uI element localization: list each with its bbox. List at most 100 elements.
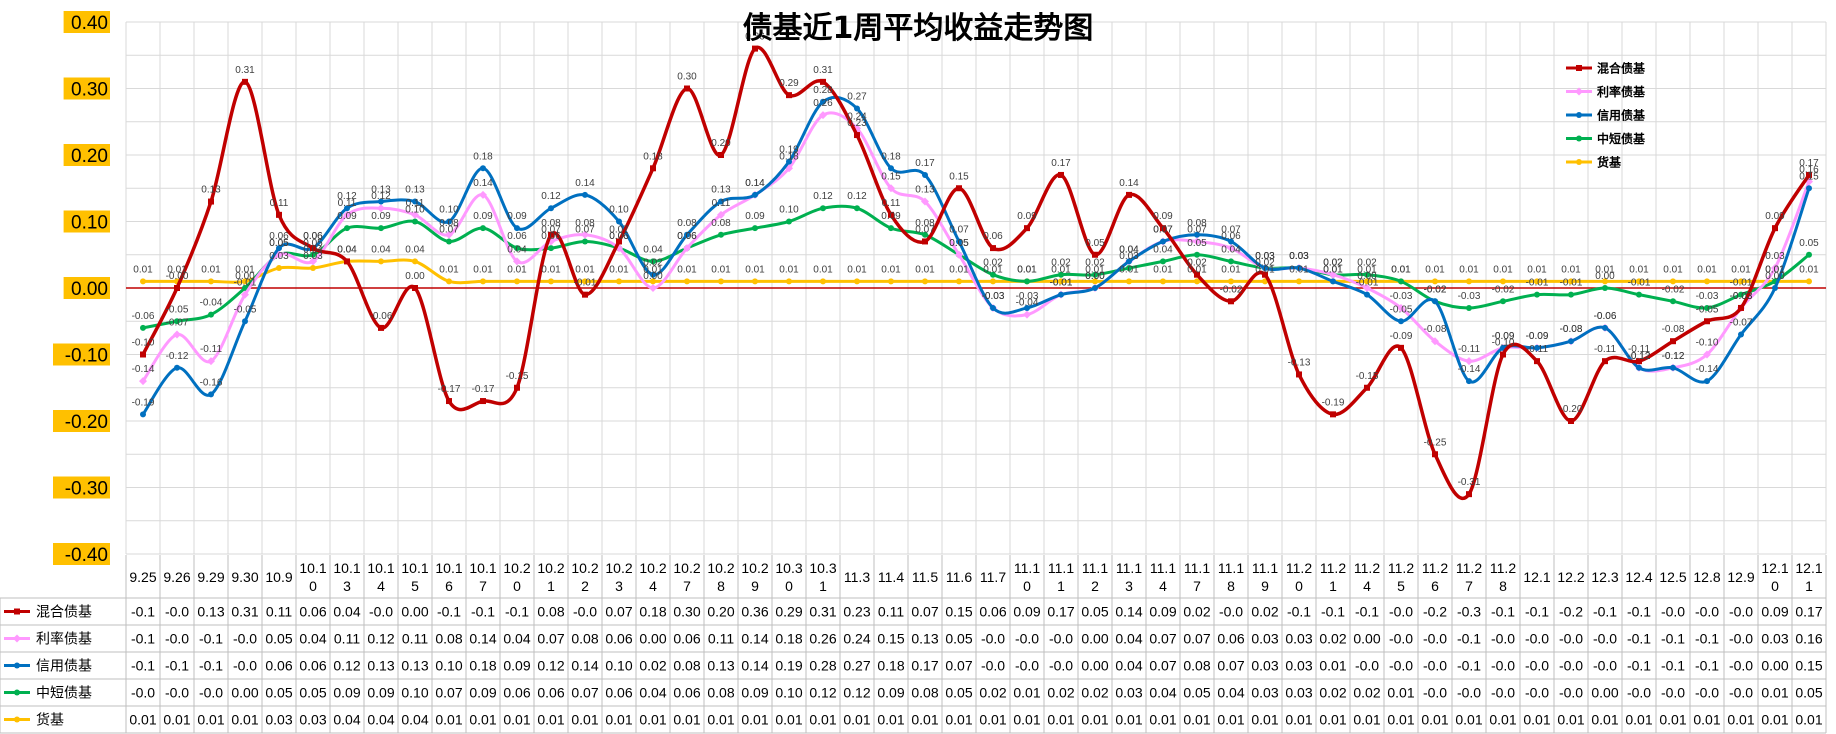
table-row: 货基 0.01 0.01 0.01 0.01 0.03 0.03 0.04 0.04 0.04 0.… (4, 712, 1823, 729)
data-point (1568, 338, 1574, 345)
data-label: -0.07 (1730, 318, 1753, 329)
x-tick-label-line1: 11.1 (1082, 560, 1108, 576)
data-point (514, 225, 520, 232)
data-label: -0.09 (1526, 331, 1549, 342)
data-point (956, 278, 962, 285)
data-label: -0.03 (1458, 291, 1481, 302)
data-label: -0.09 (1492, 331, 1515, 342)
data-point (888, 225, 894, 232)
x-tick: 11.21 (1320, 560, 1346, 594)
data-label: 0.03 (1255, 251, 1275, 262)
data-label: 0.05 (269, 238, 289, 249)
data-point (344, 225, 350, 232)
data-label: 0.14 (575, 178, 595, 189)
data-label: 0.01 (1595, 264, 1615, 275)
table-cell: 0.01 (1319, 658, 1346, 674)
data-point (140, 351, 146, 358)
data-label: 0.01 (1051, 264, 1071, 275)
data-label: -0.06 (1594, 311, 1617, 322)
y-tick-highlight (63, 210, 110, 233)
table-cell: 0.13 (367, 658, 394, 674)
table-cell: 0.02 (1251, 604, 1278, 620)
data-label: 0.03 (1289, 251, 1309, 262)
data-point (1465, 357, 1473, 366)
data-label: -0.09 (1526, 331, 1549, 342)
data-point (1568, 418, 1574, 424)
data-label: 0.03 (1765, 251, 1785, 262)
table-cell: 0.18 (877, 658, 904, 674)
table-cell: 0.06 (1217, 631, 1244, 647)
table-cell: 0.01 (945, 712, 972, 728)
data-label: 0.05 (303, 238, 323, 249)
x-tick: 10.27 (673, 560, 700, 594)
data-label: 0.31 (813, 65, 833, 76)
data-label: 0.17 (915, 158, 935, 169)
table-cell: -0.1 (1627, 631, 1651, 647)
data-point (955, 250, 963, 259)
data-label: -0.19 (1322, 397, 1345, 408)
data-point (854, 132, 860, 139)
table-cell: 0.01 (707, 712, 734, 728)
data-label: 0.02 (983, 258, 1003, 269)
data-label: 0.07 (1153, 224, 1173, 235)
data-label: 0.07 (575, 224, 595, 235)
table-cell: -0.1 (1593, 604, 1617, 620)
table-cell: 0.10 (775, 685, 802, 701)
table-cell: 0.00 (401, 604, 428, 620)
data-label: 0.03 (1289, 251, 1309, 262)
table-cell: 0.09 (367, 685, 394, 701)
data-point (1126, 258, 1132, 265)
table-cell: 0.00 (1761, 658, 1788, 674)
y-tick: 0.30 (63, 77, 110, 101)
data-label: 0.30 (677, 72, 697, 83)
data-point (1432, 451, 1438, 458)
table-cell: 0.01 (1353, 712, 1380, 728)
data-point (548, 278, 554, 285)
table-cell: 0.06 (673, 685, 700, 701)
data-label: 0.01 (1187, 264, 1207, 275)
x-tick-label-line1: 11.2 (1456, 560, 1482, 576)
data-point (1330, 278, 1336, 285)
data-point (1568, 291, 1574, 298)
table-cell: 0.02 (1047, 685, 1074, 701)
data-label: -0.13 (1288, 357, 1311, 368)
data-point (1670, 278, 1676, 285)
data-label: 0.15 (1799, 171, 1819, 182)
data-label: 0.07 (541, 224, 561, 235)
data-point (1024, 304, 1030, 311)
data-point (990, 271, 996, 278)
table-cell: -0.1 (131, 658, 155, 674)
data-point (1364, 384, 1370, 391)
series-2-labels: -0.14-0.07-0.11-0.010.050.040.110.120.11… (132, 98, 1820, 375)
data-label: 0.05 (269, 238, 289, 249)
table-cell: -0.1 (1661, 631, 1685, 647)
x-tick: 10.29 (741, 560, 768, 594)
data-label: 0.00 (1085, 271, 1105, 282)
x-tick: 11.20 (1286, 560, 1312, 594)
data-point (752, 45, 758, 52)
x-tick: 12.11 (1795, 560, 1822, 594)
data-label: 0.01 (507, 264, 527, 275)
x-tick-label: 12.4 (1625, 569, 1652, 585)
table-cell: -0.0 (981, 658, 1005, 674)
table-cell: -0.0 (233, 658, 257, 674)
x-tick-label-line2: 7 (1465, 578, 1473, 594)
data-label: -0.07 (166, 318, 189, 329)
data-point (1432, 278, 1438, 285)
data-label: 0.17 (1051, 158, 1071, 169)
data-point (411, 210, 419, 219)
data-label: 0.07 (949, 224, 969, 235)
data-point (208, 278, 214, 285)
table-cell: 0.03 (299, 712, 326, 728)
data-label: -0.15 (1356, 371, 1379, 382)
data-point (173, 330, 181, 339)
table-cell: -0.0 (1729, 604, 1753, 620)
data-point (514, 278, 520, 285)
data-label: 0.02 (643, 258, 663, 269)
data-point (1772, 225, 1778, 232)
data-label: -0.01 (1730, 278, 1753, 289)
x-tick-label-line2: 2 (581, 578, 589, 594)
legend-item: 混合债基 (1566, 61, 1646, 76)
data-point (1092, 285, 1098, 291)
x-tick-label-line1: 11.1 (1116, 560, 1142, 576)
